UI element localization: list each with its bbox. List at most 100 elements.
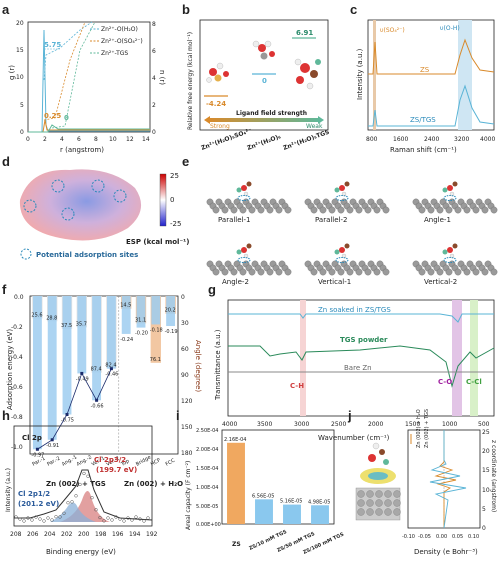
zn-atom [275, 268, 283, 276]
zn-atom [328, 206, 336, 214]
capacity-bar [227, 442, 245, 524]
ligand-arrow [208, 118, 320, 122]
panel-i: i Areal capacity (F cm⁻²) 2.50E-04 2.00E… [176, 408, 345, 556]
zn-atom [375, 490, 383, 498]
energy-value-label: -0.66 [91, 403, 104, 409]
y2-tick: 90 [181, 372, 189, 379]
x-ticks-g: 4000 3500 3000 2500 2000 1500 1000 500 [222, 421, 490, 428]
y-tick: 0 [482, 525, 486, 532]
panel-a: a g (r) n (r) r (angstrom) 0 2 4 6 8 10 … [2, 2, 166, 154]
x-tick: 198 [95, 531, 107, 538]
xlabel-h: Binding energy (eV) [46, 548, 116, 556]
category-label: HCP [150, 457, 162, 467]
anno-0: 0 [64, 114, 69, 122]
config-label: Angle-1 [424, 216, 451, 224]
xlabel-g: Wavenumber (cm⁻¹) [318, 434, 390, 442]
y-tick: 25 [482, 429, 490, 436]
molecule-atom [344, 181, 350, 187]
xps-point [62, 511, 66, 515]
zn-atom [393, 508, 401, 516]
zn-atom [310, 268, 318, 276]
zn-atom [393, 490, 401, 498]
molecule-atom [449, 191, 455, 197]
molecule-atom [334, 187, 340, 193]
curve-tgs-gr [28, 124, 150, 133]
capacity-value-label: 5.16E-05 [280, 499, 302, 505]
xps-point [118, 517, 122, 521]
x-tick: 202 [61, 531, 73, 538]
config-label: Parallel-2 [315, 216, 347, 224]
xps-point [86, 474, 90, 478]
xps-point [134, 515, 138, 519]
panel-c: c Intensity (a.u.) Raman shift (cm⁻¹) 80… [350, 2, 495, 154]
plot-frame-g [227, 299, 495, 417]
xps-point [110, 518, 114, 522]
zn-atom [357, 499, 365, 507]
xps-data-points [14, 471, 150, 523]
energy-value-label: -0.75 [61, 418, 74, 424]
xps-point [102, 519, 106, 523]
y-tick: 1.00E-04 [196, 485, 218, 491]
x-tick: 3500 [257, 421, 272, 428]
x-tick: 2400 [424, 136, 439, 143]
cbar-tick: 0 [170, 196, 174, 204]
legend-item: Zn (002) + H₂O [416, 409, 422, 448]
zn-atom [248, 268, 256, 276]
x-tick: 0 [26, 136, 30, 143]
molecule-atom [452, 181, 458, 187]
energy-value-label: -0.20 [135, 331, 148, 337]
x-tick: 4 [60, 136, 64, 143]
y-tick: -0.4 [11, 354, 23, 361]
xps-point [14, 515, 18, 519]
xps-point [46, 516, 50, 520]
zn-atom [257, 268, 265, 276]
capacity-value-label: 6.56E-05 [252, 493, 274, 499]
adsorption-site-marker [237, 195, 251, 201]
energy-point [50, 438, 54, 442]
energy-point [35, 447, 39, 451]
ylabel-c: Intensity (a.u.) [356, 48, 364, 100]
x-tick: -0.10 [402, 534, 415, 540]
anno-co: C-O [438, 378, 452, 386]
zn-atom [364, 206, 372, 214]
anno-oh: υ(O-H) [440, 25, 460, 32]
energy-bar [136, 296, 146, 328]
curve-h2o-nr [43, 21, 93, 81]
curve-j-tgs [429, 430, 467, 529]
y-tick: 20 [482, 448, 490, 455]
energy-bar [62, 296, 72, 415]
zn-atom [212, 268, 220, 276]
legend-item: Zn²⁺-O(H₂O) [101, 26, 138, 33]
panel-e: e Parallel-1 Parallel-2 Angle-1 Angle-2 … [182, 154, 498, 286]
y2-tick: 60 [181, 346, 189, 353]
zn-atom [382, 268, 390, 276]
y-tick: 20 [16, 20, 24, 27]
title-h: Cl 2p [22, 434, 42, 442]
molecule-atom [449, 253, 455, 259]
adsorption-site-marker [237, 257, 251, 263]
arrow-title: Ligand field strength [236, 110, 307, 117]
molecule-atom [243, 253, 249, 259]
x-tick: 500 [478, 421, 490, 428]
energy-point [95, 398, 99, 402]
xps-point [74, 494, 78, 498]
cbar-tick: 25 [170, 172, 179, 180]
ylabel-b: Relative free energy (kcal mol⁻¹) [187, 32, 194, 130]
panel-b: b Relative free energy (kcal mol⁻¹) -4.2… [182, 2, 330, 152]
angle-bar [150, 296, 161, 363]
zn-atom [472, 268, 480, 276]
xps-point [138, 517, 142, 521]
y-tick: 15 [16, 47, 24, 54]
panel-j: j z coordinate (angstrom) Density (e Boh… [347, 408, 497, 556]
zn-atom [481, 206, 489, 214]
y2-tick: 0 [152, 129, 156, 136]
zn-atom [384, 490, 392, 498]
cat-zs: ZS [232, 541, 241, 548]
xps-point [22, 519, 26, 523]
molecule-atom [341, 191, 347, 197]
zn-atom [445, 268, 453, 276]
zn-atom [212, 206, 220, 214]
panel-d: d 25 0 -25 ESP (kcal mol⁻¹) Potential ad… [2, 154, 189, 260]
so4-band [373, 20, 376, 130]
molecule-so4 [206, 62, 229, 83]
